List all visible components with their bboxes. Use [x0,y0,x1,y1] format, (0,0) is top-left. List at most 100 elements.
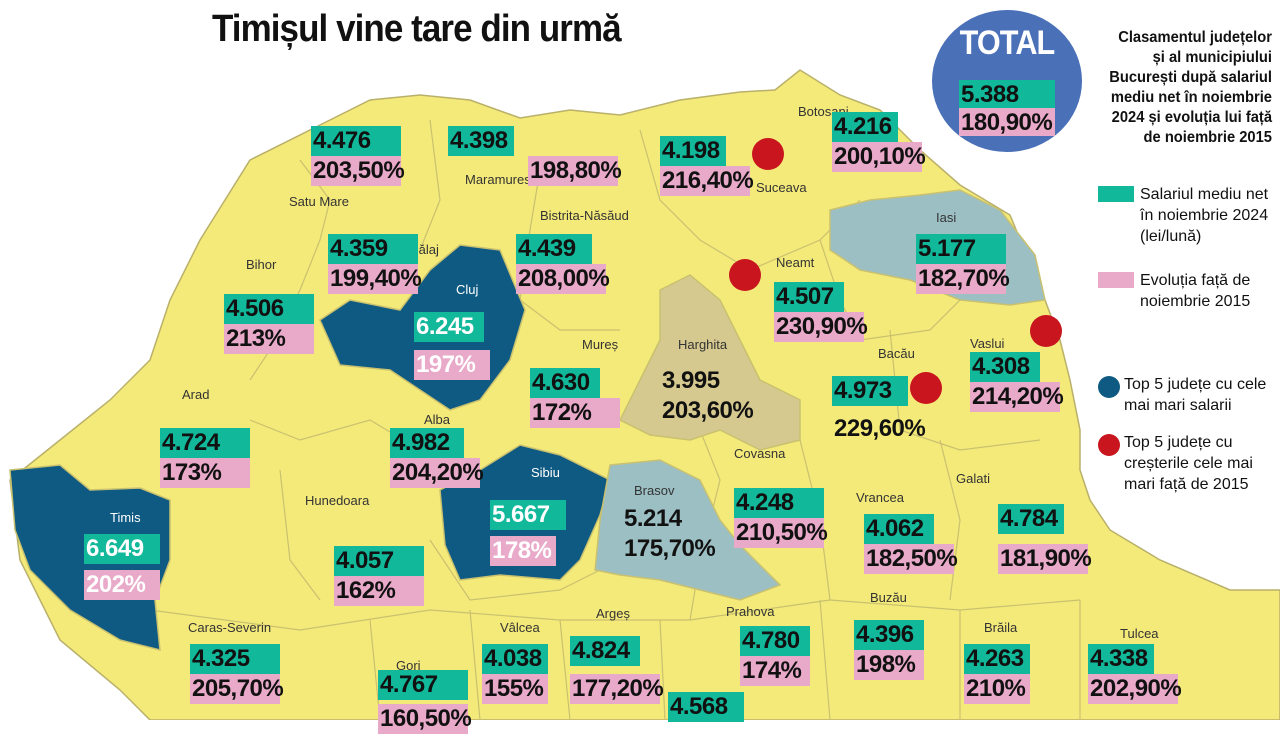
county-name: Brăila [984,620,1018,635]
salary-value: 4.359 [328,234,418,264]
change-value: 162% [334,576,424,606]
salary-value: 4.476 [311,126,401,156]
county-name: Neamt [776,255,815,270]
total-change: 180,90% [959,108,1055,136]
stat-vaslui: 4.308 214,20% [970,352,1064,412]
salary-value: 6.649 [84,534,160,564]
top-salary-dot [1098,376,1120,398]
county-name: Brasov [634,483,675,498]
change-value: 210% [964,674,1030,704]
salary-value: 4.057 [334,546,424,576]
stat-arad: 4.724 173% [160,428,250,488]
stat-bacau: 4.973 229,60% [832,376,926,444]
stat-dambovita: 4.568 [668,692,744,722]
stat-alba: 4.982 204,20% [390,428,484,488]
legend-change: Evoluția față de noiembrie 2015 [1098,270,1280,312]
stat-prahova: 4.780 174% [740,626,810,686]
salary-value: 4.780 [740,626,810,656]
stat-neamt: 4.507 230,90% [774,282,868,342]
total-circle: TOTAL 5.388 180,90% [932,10,1082,152]
change-value: 198% [854,650,924,680]
salary-value: 5.214 [624,505,682,532]
county-name: Bihor [246,257,277,272]
salary-swatch [1098,186,1134,202]
change-value: 202,90% [1088,674,1182,704]
county-brasov [594,459,782,601]
stat-botosani: 4.216 200,10% [832,112,926,172]
county-name: Arad [182,387,210,402]
salary-value: 4.824 [570,636,640,666]
county-name: Cluj [456,282,479,297]
legend-top-growth: Top 5 județe cu creșterile cele mai mari… [1098,432,1280,495]
salary-value: 4.767 [378,670,468,700]
stat-sibiu: 5.667 178% [490,500,566,566]
stat-tulcea: 4.338 202,90% [1088,644,1182,704]
county-name: Satu Mare [289,194,349,209]
stat-suceava: 4.198 216,40% [660,136,754,196]
county-name: Vrancea [856,490,904,505]
stat-valcea: 4.038 155% [482,644,548,704]
change-value: 216,40% [660,166,754,196]
county-name: Buzău [870,590,907,605]
salary-value: 6.245 [414,312,484,342]
stat-galati: 4.784 181,90% [998,504,1092,574]
total-label: TOTAL [959,24,1056,62]
change-value: 181,90% [998,544,1092,574]
change-value: 200,10% [832,142,926,172]
county-harghita [618,274,801,451]
salary-value: 4.038 [482,644,548,674]
change-value: 175,70% [624,535,716,562]
county-name: Alba [424,412,451,427]
stat-braila: 4.263 210% [964,644,1030,704]
growth-dot-vaslui [1030,315,1062,347]
change-value: 174% [740,656,810,686]
county-name: Tulcea [1120,626,1159,641]
county-name: Vaslui [970,336,1005,351]
stat-caras-severin: 4.325 205,70% [190,644,284,704]
change-swatch [1098,272,1134,288]
stat-harghita: 3.995 203,60% [660,366,757,426]
salary-value: 4.325 [190,644,280,674]
page-title: Timișul vine tare din urmă [212,8,622,50]
salary-value: 4.396 [854,620,924,650]
salary-value: 4.973 [832,376,908,406]
salary-value: 4.784 [998,504,1064,534]
stat-satu-mare: 4.476 203,50% [311,126,405,186]
change-value: 210,50% [734,518,828,548]
change-value: 208,00% [516,264,610,294]
change-value: 160,50% [378,704,472,734]
county-name: Bistrita-Năsăud [540,208,629,223]
salary-value: 4.263 [964,644,1030,674]
stat-vrancea: 4.062 182,50% [864,514,958,574]
stat-hunedoara: 4.057 162% [334,546,424,606]
salary-value: 4.248 [734,488,824,518]
change-value: 182,70% [916,264,1010,294]
stat-brasov: 5.214 175,70% [622,504,719,564]
county-name: Maramures [465,172,531,187]
change-value: 230,90% [774,312,868,342]
county-name: Iasi [936,210,957,225]
growth-dot-bacau [910,372,942,404]
stat-mures: 4.630 172% [530,368,620,428]
county-name: Hunedoara [305,493,370,508]
stat-buzau: 4.396 198% [854,620,924,680]
change-value: 199,40% [328,264,422,294]
growth-dot-suceava [752,138,784,170]
salary-value: 5.667 [490,500,566,530]
change-value: 197% [414,350,490,380]
legend-salary: Salariul mediu net în noiembrie 2024 (le… [1098,184,1280,247]
stat-iasi: 5.177 182,70% [916,234,1010,294]
legend-top-salary: Top 5 județe cu cele mai mari salarii [1098,374,1280,416]
salary-value: 4.724 [160,428,250,458]
salary-value: 4.630 [530,368,600,398]
county-name: Argeș [596,606,630,621]
legend-title: Clasamentul județelor și al municipiului… [1109,29,1272,146]
total-salary: 5.388 [959,80,1055,108]
salary-value: 4.198 [660,136,726,166]
county-name: Gorj [396,658,421,673]
legend-top-growth-label: Top 5 județe cu creșterile cele mai mari… [1124,434,1253,493]
change-value: 173% [160,458,250,488]
salary-value: 3.995 [662,367,720,394]
change-value: 205,70% [190,674,284,704]
